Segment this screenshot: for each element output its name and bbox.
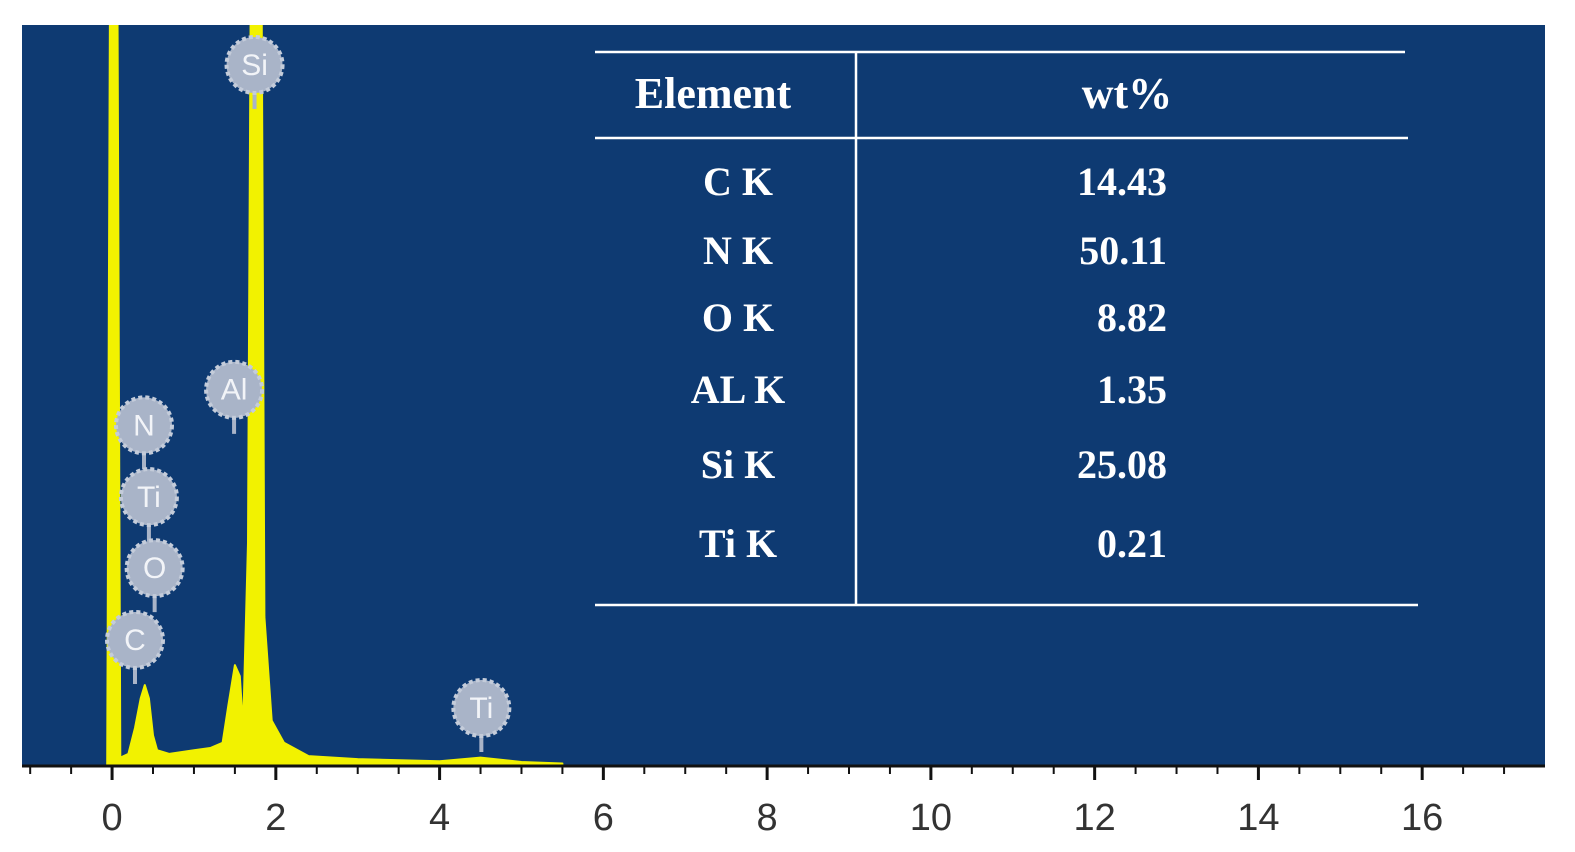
- marker-badge: [451, 678, 512, 739]
- marker-label: Ti: [469, 692, 493, 725]
- x-tick-label: 14: [1237, 797, 1279, 839]
- x-tick-label: 4: [429, 797, 450, 839]
- plot-area: [22, 25, 1545, 765]
- table-cell-element: AL K: [691, 367, 785, 412]
- x-tick-label: 2: [265, 797, 286, 839]
- marker-label: Si: [241, 49, 268, 82]
- marker-badge: [114, 395, 175, 456]
- table-cell-element: Ti K: [699, 521, 777, 566]
- marker-badge: [124, 538, 185, 599]
- table-cell-value: 8.82: [1097, 295, 1167, 340]
- marker-label: Ti: [137, 481, 161, 514]
- x-tick-label: 0: [101, 797, 122, 839]
- table-cell-value: 14.43: [1077, 159, 1167, 204]
- marker-label: N: [133, 409, 155, 442]
- table-cell-element: N K: [703, 228, 773, 273]
- marker-badge: [204, 359, 265, 420]
- table-cell-value: 25.08: [1077, 442, 1167, 487]
- table-cell-value: 1.35: [1097, 367, 1167, 412]
- spectrum: [106, 25, 564, 765]
- x-tick-label: 16: [1401, 797, 1443, 839]
- table: [595, 50, 1418, 607]
- table-cell-element: O K: [702, 295, 774, 340]
- plot-layer: Si Al N Ti O C Ti: [104, 25, 564, 765]
- table-cell-element: Si K: [701, 442, 775, 487]
- x-tick-label: 8: [757, 797, 778, 839]
- table-cell-value: 50.11: [1079, 228, 1167, 273]
- marker-label: C: [124, 624, 146, 657]
- x-tick-label: 12: [1074, 797, 1116, 839]
- table-header: Element: [635, 69, 792, 118]
- marker-label: O: [143, 552, 166, 585]
- marker-badge: [104, 609, 165, 670]
- marker-badge: [224, 34, 285, 95]
- x-tick-label: 10: [910, 797, 952, 839]
- table-cell-value: 0.21: [1097, 521, 1167, 566]
- table-header: wt%: [1082, 69, 1172, 118]
- marker-label: Al: [221, 374, 248, 407]
- x-tick-label: 6: [593, 797, 614, 839]
- table-cell-element: C K: [703, 159, 773, 204]
- marker-badge: [118, 467, 179, 528]
